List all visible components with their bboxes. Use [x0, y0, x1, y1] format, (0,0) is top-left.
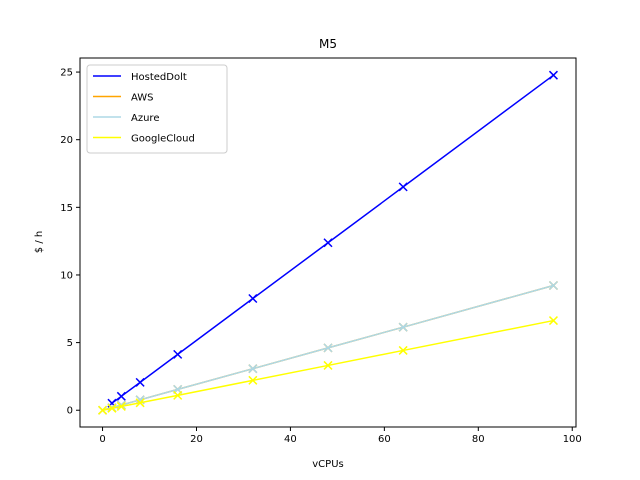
- legend: HostedDolt AWS Azure GoogleCloud: [86, 64, 228, 154]
- data-point-hosteddolt: [135, 377, 145, 387]
- y-tick-label: 10: [60, 270, 73, 281]
- data-point-googlecloud: [398, 345, 408, 355]
- x-tick-label: 40: [284, 434, 297, 445]
- legend-frame: [86, 64, 228, 154]
- data-point-googlecloud: [323, 360, 333, 370]
- legend-entries: HostedDolt AWS Azure GoogleCloud: [93, 72, 195, 145]
- data-point-hosteddolt: [116, 391, 126, 401]
- x-ticks: 0 20 40 60 80 100: [99, 427, 582, 445]
- data-point-hosteddolt: [548, 70, 558, 80]
- x-tick-label: 60: [378, 434, 391, 445]
- data-point-azure: [548, 280, 558, 291]
- data-point-hosteddolt: [398, 182, 408, 192]
- data-point-googlecloud: [548, 316, 558, 326]
- x-tick-label: 20: [190, 434, 203, 445]
- y-tick-label: 20: [60, 135, 73, 146]
- x-tick-label: 100: [563, 434, 582, 445]
- y-tick-label: 5: [67, 338, 73, 349]
- x-axis-label: vCPUs: [312, 459, 343, 470]
- data-point-azure: [116, 400, 126, 410]
- y-ticks: 0 5 10 15 20 25: [60, 68, 80, 417]
- data-point-hosteddolt: [323, 238, 333, 248]
- plot-area: [79, 57, 577, 428]
- data-point-googlecloud: [173, 390, 183, 400]
- data-point-hosteddolt: [173, 349, 183, 359]
- legend-label-hosteddolt: HostedDolt: [131, 72, 187, 83]
- x-tick-label: 80: [472, 434, 485, 445]
- legend-label-googlecloud: GoogleCloud: [131, 134, 195, 145]
- data-point-azure: [398, 322, 408, 332]
- data-point-azure: [248, 364, 258, 374]
- data-point-googlecloud: [248, 375, 258, 385]
- series-layer: [98, 70, 558, 415]
- x-tick-label: 0: [99, 434, 105, 445]
- y-tick-label: 15: [60, 203, 73, 214]
- legend-label-azure: Azure: [131, 113, 159, 124]
- y-tick-label: 0: [67, 406, 73, 417]
- data-point-googlecloud: [98, 405, 108, 415]
- data-point-googlecloud: [135, 398, 145, 408]
- data-point-googlecloud: [116, 401, 126, 411]
- data-point-hosteddolt: [248, 293, 258, 304]
- y-tick-label: 25: [60, 68, 73, 79]
- chart-title: M5: [319, 37, 337, 51]
- data-point-googlecloud: [107, 403, 117, 413]
- legend-label-aws: AWS: [131, 93, 154, 104]
- axes-frame: [79, 57, 577, 428]
- y-axis-label: $ / h: [34, 231, 45, 253]
- series-googlecloud: [98, 316, 558, 415]
- data-point-azure: [323, 343, 333, 353]
